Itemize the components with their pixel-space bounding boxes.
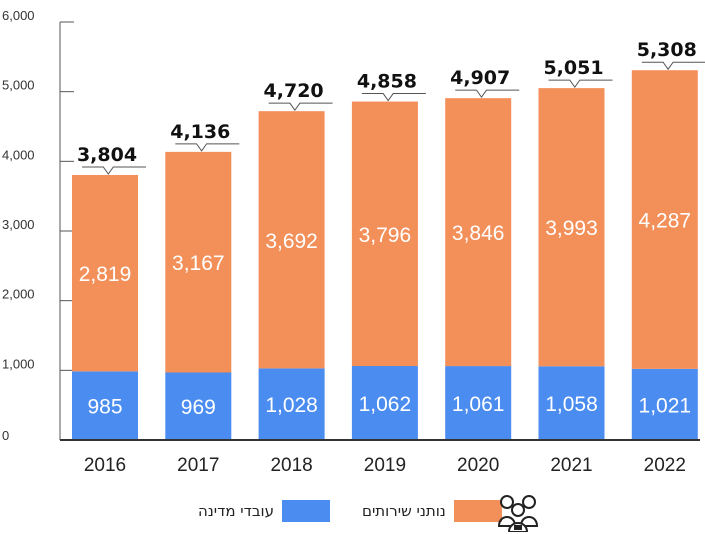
segment-value-label: 969 [181, 396, 216, 419]
bar-segment [445, 366, 512, 440]
bar-segment [258, 368, 325, 440]
total-callout-line [361, 93, 426, 102]
y-tick-label: 4,000 [2, 147, 35, 162]
legend-swatch-state-employees [282, 500, 330, 522]
total-value-label: 4,907 [450, 67, 510, 89]
segment-value-label: 2,819 [79, 263, 132, 286]
total-callout-line [82, 166, 146, 175]
total-value-label: 3,804 [77, 144, 137, 166]
x-tick-label: 2018 [270, 455, 312, 476]
segment-value-label: 3,846 [452, 222, 505, 245]
x-tick-label: 2017 [177, 455, 219, 476]
stacked-bar-chart: 0 1,000 2,000 3,000 4,000 5,000 6,000 985 2,819 3… [2, 8, 705, 476]
total-callout-line [548, 79, 613, 88]
segment-value-label: 3,796 [359, 224, 412, 247]
bar-segment [165, 372, 232, 440]
y-tick-label: 5,000 [2, 78, 35, 93]
segment-value-label: 1,062 [359, 393, 412, 416]
legend-swatch-service-providers [453, 500, 502, 522]
bar-segment [351, 366, 418, 440]
y-tick-label: 3,000 [2, 217, 35, 232]
people-icon [497, 495, 539, 532]
x-tick-label: 2020 [457, 455, 499, 476]
total-value-label: 4,136 [170, 121, 230, 143]
x-tick-label: 2021 [550, 455, 592, 476]
total-value-label: 4,858 [357, 71, 417, 93]
segment-value-label: 1,061 [452, 393, 505, 416]
bar-segment [72, 174, 138, 372]
y-tick-label: 1,000 [2, 356, 35, 371]
legend-label-state-employees: עובדי מדינה [198, 502, 274, 520]
segment-value-label: 3,993 [545, 217, 598, 240]
segment-value-label: 4,287 [639, 210, 692, 233]
bar-segment [631, 70, 698, 369]
y-tick-label: 2,000 [2, 287, 35, 302]
segment-value-label: 1,021 [639, 394, 692, 417]
legend-label-service-providers: נותני שירותים [362, 502, 446, 520]
x-tick-label: 2016 [84, 455, 126, 476]
legend-item-state-employees: עובדי מדינה [198, 500, 330, 522]
segment-value-label: 985 [87, 396, 122, 419]
y-tick-label: 0 [2, 428, 9, 443]
total-value-label: 4,720 [264, 80, 324, 102]
total-value-label: 5,051 [543, 57, 603, 79]
segment-value-label: 3,692 [265, 230, 318, 253]
x-tick-label: 2022 [644, 455, 686, 476]
bar-segment [445, 98, 512, 367]
total-value-label: 5,308 [637, 39, 697, 61]
bar-segment [351, 101, 418, 367]
bar-segment [165, 151, 232, 373]
x-tick-label: 2019 [364, 455, 406, 476]
segment-value-label: 1,058 [545, 393, 598, 416]
total-callout-line [641, 61, 705, 71]
bar-segment [538, 88, 605, 367]
bar-segment [631, 368, 698, 440]
bar-segment [538, 366, 605, 440]
total-callout-line [455, 89, 520, 99]
legend: עובדי מדינה נותני שירותים [0, 495, 705, 534]
legend-item-service-providers: נותני שירותים [362, 500, 502, 522]
segment-value-label: 3,167 [172, 252, 225, 275]
total-callout-line [268, 102, 333, 112]
total-callout-line [175, 143, 240, 152]
bar-segment [258, 111, 325, 369]
y-tick-label: 6,000 [2, 8, 35, 23]
bar-segment [72, 371, 138, 440]
segment-value-label: 1,028 [265, 394, 318, 417]
